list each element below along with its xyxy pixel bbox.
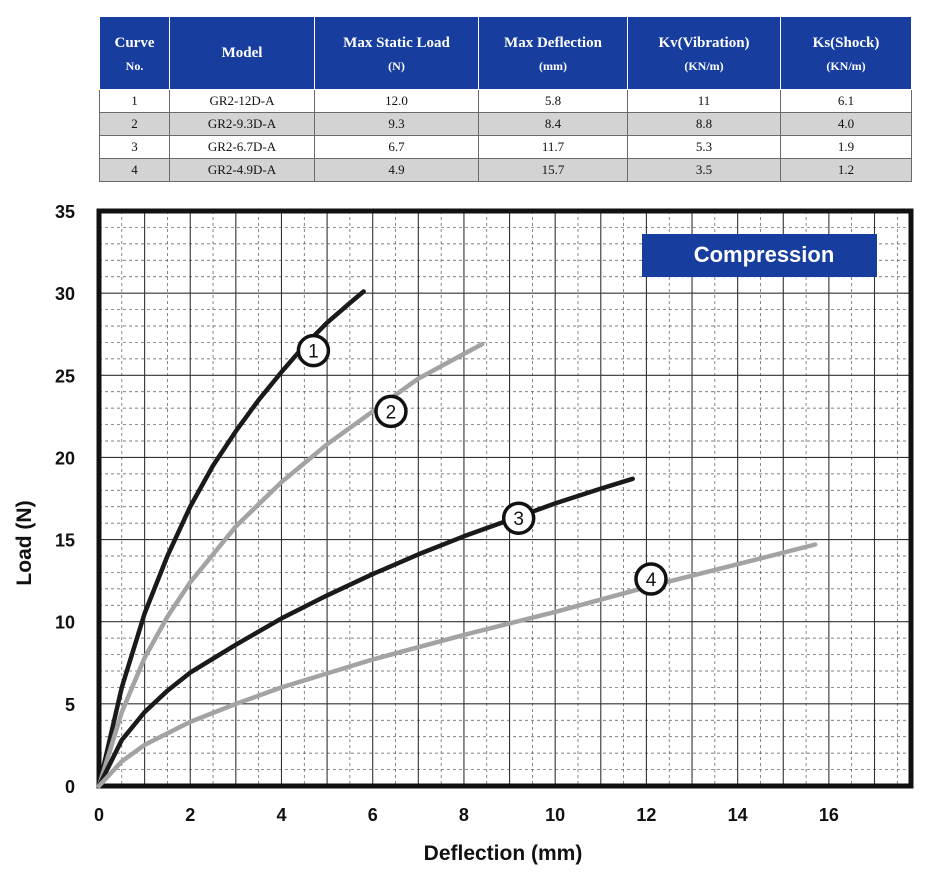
- table-row: 3 GR2-6.7D-A 6.7 11.7 5.3 1.9: [99, 135, 912, 159]
- grid-major-lines: [98, 210, 911, 787]
- y-axis-label: Load (N): [13, 500, 36, 585]
- y-tick-label: 20: [55, 448, 75, 468]
- y-tick-labels: 0 5 10 15 20 25 30 35: [55, 202, 75, 797]
- y-tick-label: 0: [65, 777, 75, 797]
- header-ks: Ks(Shock) (KN/m): [780, 16, 912, 90]
- cell-curve-no: 3: [99, 135, 170, 159]
- x-tick-label: 0: [94, 805, 104, 825]
- x-tick-label: 16: [819, 805, 839, 825]
- header-label: Max Deflection: [504, 35, 602, 51]
- cell-max-static-load: 4.9: [314, 158, 479, 182]
- series-line-2: [96, 341, 485, 789]
- grid-minor-lines: [99, 211, 911, 786]
- y-tick-label: 15: [55, 531, 75, 551]
- curve-marker-label-4: 4: [646, 570, 657, 591]
- y-tick-label: 10: [55, 613, 75, 633]
- header-sub: (KN/m): [684, 59, 724, 73]
- header-max-deflection: Max Deflection (mm): [478, 16, 628, 90]
- cell-model: GR2-6.7D-A: [169, 135, 315, 159]
- x-tick-label: 6: [368, 805, 378, 825]
- series-line-3: [96, 476, 635, 789]
- cell-kv: 8.8: [627, 112, 781, 136]
- cell-ks: 1.2: [780, 158, 912, 182]
- cell-curve-no: 2: [99, 112, 170, 136]
- x-tick-label: 4: [276, 805, 286, 825]
- cell-max-deflection: 8.4: [478, 112, 628, 136]
- y-tick-label: 25: [55, 366, 75, 386]
- header-sub: (N): [388, 59, 405, 73]
- label-box-background: [642, 234, 877, 277]
- cell-model: GR2-9.3D-A: [169, 112, 315, 136]
- cell-max-deflection: 11.7: [478, 135, 628, 159]
- cell-ks: 6.1: [780, 89, 912, 113]
- header-sub: No.: [125, 59, 144, 73]
- cell-kv: 5.3: [627, 135, 781, 159]
- cell-curve-no: 1: [99, 89, 170, 113]
- curve-markers: 1 2 3 4: [296, 333, 668, 596]
- cell-max-static-load: 6.7: [314, 135, 479, 159]
- x-tick-label: 10: [545, 805, 565, 825]
- header-max-static-load: Max Static Load (N): [314, 16, 479, 90]
- header-curve-no: Curve No.: [99, 16, 170, 90]
- x-tick-label: 2: [185, 805, 195, 825]
- header-label: Ks(Shock): [812, 35, 880, 51]
- curve-marker-2: [374, 394, 408, 429]
- header-label: Max Static Load: [343, 35, 450, 51]
- header-kv: Kv(Vibration) (KN/m): [627, 16, 781, 90]
- x-tick-label: 8: [459, 805, 469, 825]
- label-box-text: Compression: [694, 242, 835, 267]
- cell-ks: 1.9: [780, 135, 912, 159]
- cell-max-static-load: 9.3: [314, 112, 479, 136]
- y-tick-label: 35: [55, 202, 75, 222]
- table-row: 1 GR2-12D-A 12.0 5.8 11 6.1: [99, 89, 912, 113]
- x-tick-label: 14: [728, 805, 748, 825]
- y-tick-label: 30: [55, 284, 75, 304]
- series-line-1: [96, 289, 366, 789]
- cell-kv: 11: [627, 89, 781, 113]
- curve-marker-3: [501, 501, 536, 535]
- header-label: Kv(Vibration): [658, 35, 750, 51]
- x-axis-label: Deflection (mm): [424, 842, 583, 865]
- curve-marker-4: [634, 562, 668, 596]
- curve-marker-1: [296, 333, 331, 368]
- compression-label-box: Compression: [642, 234, 877, 277]
- cell-model: GR2-4.9D-A: [169, 158, 315, 182]
- cell-model: GR2-12D-A: [169, 89, 315, 113]
- header-label: Curve: [114, 35, 155, 51]
- y-tick-label: 5: [65, 695, 75, 715]
- header-model: Model: [169, 16, 315, 90]
- curve-marker-label-1: 1: [308, 342, 319, 363]
- plot-frame: [96, 208, 914, 789]
- x-tick-labels: 0 2 4 6 8 10 12 14 16: [94, 805, 839, 825]
- cell-kv: 3.5: [627, 158, 781, 182]
- spec-table: Curve No. Model Max Static Load (N) Max De…: [99, 16, 912, 182]
- cell-ks: 4.0: [780, 112, 912, 136]
- cell-max-deflection: 5.8: [478, 89, 628, 113]
- header-sub: (mm): [539, 59, 567, 73]
- curve-marker-label-2: 2: [386, 402, 397, 423]
- cell-max-static-load: 12.0: [314, 89, 479, 113]
- curve-marker-label-3: 3: [513, 509, 524, 530]
- header-sub: (KN/m): [826, 59, 866, 73]
- cell-curve-no: 4: [99, 158, 170, 182]
- cell-max-deflection: 15.7: [478, 158, 628, 182]
- header-label: Model: [221, 45, 263, 61]
- series-layer: [96, 289, 818, 789]
- table-header-row: Curve No. Model Max Static Load (N) Max De…: [99, 16, 912, 90]
- x-tick-label: 12: [636, 805, 656, 825]
- table-row: 4 GR2-4.9D-A 4.9 15.7 3.5 1.2: [99, 158, 912, 182]
- table-row: 2 GR2-9.3D-A 9.3 8.4 8.8 4.0: [99, 112, 912, 136]
